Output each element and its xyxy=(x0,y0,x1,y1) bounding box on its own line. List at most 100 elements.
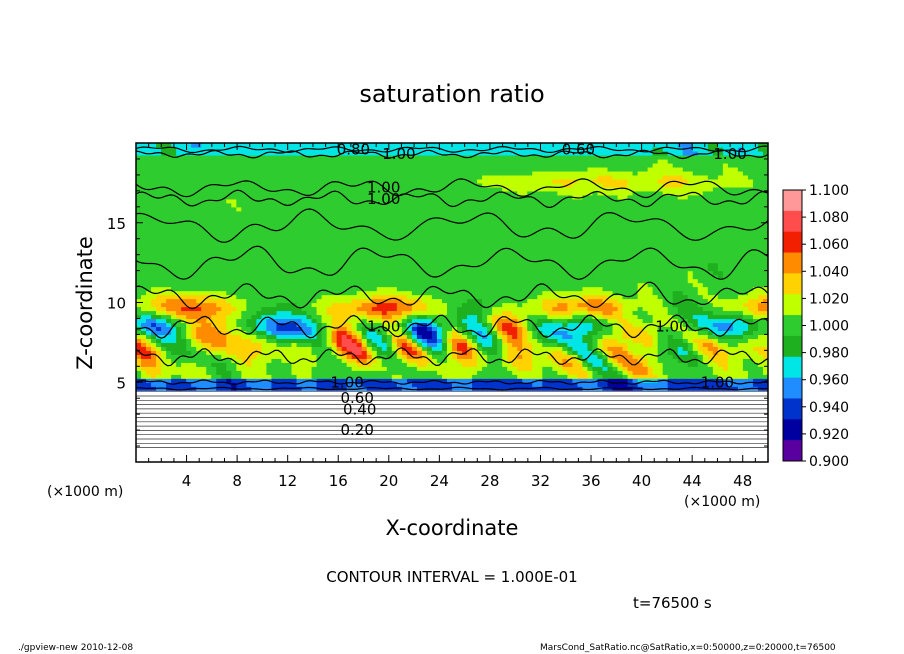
field-cell xyxy=(416,318,423,324)
field-cell xyxy=(166,334,172,339)
field-cell xyxy=(742,446,749,451)
field-cell xyxy=(356,458,363,462)
field-cell xyxy=(487,442,493,447)
field-cell xyxy=(311,306,318,312)
field-cell xyxy=(376,330,383,335)
field-cell xyxy=(477,326,483,332)
field-cell xyxy=(386,314,393,320)
field-cell xyxy=(301,318,308,324)
field-cell xyxy=(522,430,528,435)
field-cell xyxy=(426,410,433,415)
field-cell xyxy=(662,414,669,419)
field-cell xyxy=(211,314,217,320)
field-cell xyxy=(161,306,167,312)
field-cell xyxy=(602,358,609,363)
field-cell xyxy=(176,386,182,391)
field-cell xyxy=(612,374,619,379)
field-cell xyxy=(151,378,157,383)
field-cell xyxy=(201,318,207,324)
field-cell xyxy=(221,354,227,359)
field-cell xyxy=(391,422,398,427)
field-cell xyxy=(572,306,578,312)
field-cell xyxy=(426,314,433,320)
field-cell xyxy=(657,430,664,435)
field-cell xyxy=(717,374,724,379)
field-cell xyxy=(712,394,719,399)
field-cell xyxy=(371,354,378,359)
field-cell xyxy=(477,322,483,328)
field-cell xyxy=(672,342,679,347)
field-cell xyxy=(682,366,689,371)
field-cell xyxy=(752,362,759,367)
field-cell xyxy=(371,346,378,351)
field-cell xyxy=(627,378,634,383)
field-cell xyxy=(667,446,674,451)
field-cell xyxy=(732,406,739,411)
field-cell xyxy=(221,366,227,371)
field-cell xyxy=(156,362,162,367)
field-cell xyxy=(747,406,754,411)
field-cell xyxy=(617,430,624,435)
field-cell xyxy=(472,334,478,339)
field-cell xyxy=(712,306,719,312)
field-cell xyxy=(231,422,237,427)
field-cell xyxy=(712,378,719,383)
field-cell xyxy=(436,338,443,343)
field-cell xyxy=(697,458,704,462)
field-cell xyxy=(406,358,413,363)
field-cell xyxy=(271,414,278,419)
field-cell xyxy=(752,406,759,411)
field-cell xyxy=(602,458,609,462)
field-cell xyxy=(391,358,398,363)
field-cell xyxy=(542,414,548,419)
field-cell xyxy=(747,374,754,379)
field-cell xyxy=(321,338,328,343)
field-cell xyxy=(371,394,378,399)
field-cell xyxy=(667,422,674,427)
field-cell xyxy=(697,354,704,359)
field-cell xyxy=(532,318,538,324)
field-cell xyxy=(582,446,589,451)
field-cell xyxy=(216,418,222,423)
field-cell xyxy=(346,418,353,423)
field-cell xyxy=(436,418,443,423)
field-cell xyxy=(386,334,393,339)
field-cell xyxy=(366,390,373,395)
field-cell xyxy=(507,322,513,328)
field-cell xyxy=(236,450,242,455)
field-cell xyxy=(717,326,724,332)
field-cell xyxy=(321,322,328,328)
field-cell xyxy=(176,450,182,455)
field-cell xyxy=(477,422,483,427)
field-cell xyxy=(296,454,303,459)
field-cell xyxy=(522,414,528,419)
field-cell xyxy=(156,414,162,419)
field-cell xyxy=(732,458,739,462)
field-cell xyxy=(211,438,217,443)
field-cell xyxy=(532,366,538,371)
field-cell xyxy=(446,374,453,379)
field-cell xyxy=(281,314,288,320)
field-cell xyxy=(271,410,278,415)
field-cell xyxy=(176,314,182,320)
field-cell xyxy=(682,378,689,383)
field-cell xyxy=(401,362,408,367)
field-cell xyxy=(477,442,483,447)
field-cell xyxy=(176,334,182,339)
field-cell xyxy=(587,406,594,411)
field-cell xyxy=(176,422,182,427)
field-cell xyxy=(376,326,383,332)
field-cell xyxy=(176,374,182,379)
field-cell xyxy=(306,386,313,391)
field-cell xyxy=(271,314,278,320)
field-cell xyxy=(146,394,152,399)
field-cell xyxy=(707,438,714,443)
field-cell xyxy=(647,454,654,459)
field-cell xyxy=(617,330,624,335)
field-cell xyxy=(341,334,348,339)
field-cell xyxy=(141,330,147,335)
field-cell xyxy=(467,442,473,447)
field-cell xyxy=(311,362,318,367)
field-cell xyxy=(607,318,614,324)
field-cell xyxy=(401,390,408,395)
